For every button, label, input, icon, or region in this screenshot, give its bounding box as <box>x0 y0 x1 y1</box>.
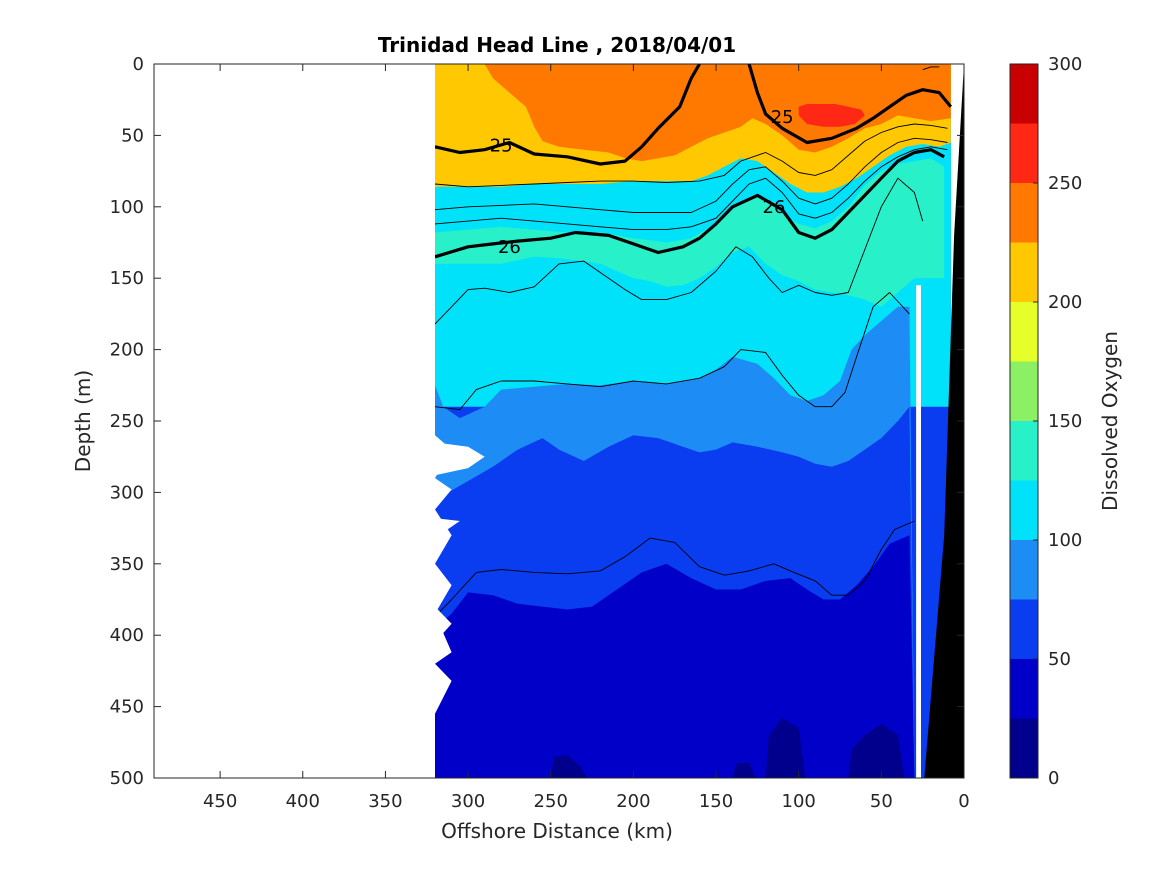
x-tick-label: 200 <box>616 791 650 812</box>
contour-label: 26 <box>498 237 521 258</box>
y-tick-label: 450 <box>110 697 144 718</box>
colorbar-tick-label: 250 <box>1048 173 1082 194</box>
colorbar-swatch <box>1010 599 1038 659</box>
y-tick-label: 200 <box>110 340 144 361</box>
colorbar-swatch <box>1010 302 1038 362</box>
y-tick-label: 300 <box>110 482 144 503</box>
y-tick-label: 150 <box>110 268 144 289</box>
colorbar-swatch <box>1010 64 1038 124</box>
density-contour-26 <box>922 66 940 71</box>
y-tick-label: 250 <box>110 411 144 432</box>
x-tick-label: 400 <box>286 791 320 812</box>
colorbar-swatch <box>1010 718 1038 778</box>
oxygen-band-0-pocket <box>848 723 905 778</box>
x-tick-label: 50 <box>870 791 893 812</box>
x-tick-label: 450 <box>203 791 237 812</box>
density-contour-26-3 <box>434 177 924 325</box>
x-axis-ticks: 450 400 350 300 250 200 150 100 50 0 <box>203 64 970 812</box>
seafloor-wedge <box>924 64 964 778</box>
no-data-region <box>916 285 921 778</box>
x-tick-label: 0 <box>958 791 969 812</box>
density-contour-26-5 <box>434 292 910 411</box>
density-contour-25 <box>747 64 953 145</box>
density-contour-26-7 <box>434 520 915 617</box>
density-contour-25-8 <box>434 146 948 231</box>
colorbar-swatch <box>1010 421 1038 481</box>
y-tick-label: 400 <box>110 625 144 646</box>
oxygen-band-150 <box>435 158 945 307</box>
density-contour-25-5 <box>434 123 948 188</box>
y-axis-ticks: 0 50 100 150 200 250 300 350 400 450 500 <box>110 54 964 789</box>
oxygen-bands <box>435 64 951 778</box>
colorbar-tick-label: 100 <box>1048 530 1082 551</box>
contour-labels: 25 25 26 26 <box>490 107 794 258</box>
x-tick-label: 150 <box>699 791 733 812</box>
colorbar-ticks: 0 50 100 150 200 250 300 <box>1033 54 1082 789</box>
x-tick-label: 350 <box>368 791 402 812</box>
colorbar-label: Dissolved Oxygen <box>1098 331 1122 511</box>
contour-label: 26 <box>762 197 785 218</box>
y-tick-label: 350 <box>110 554 144 575</box>
colorbar-swatch <box>1010 183 1038 243</box>
no-data-region <box>154 64 452 778</box>
plot-area: 25 25 26 26 <box>154 64 964 778</box>
colorbar-tick-label: 150 <box>1048 411 1082 432</box>
density-contour-25-7 <box>434 137 948 213</box>
y-tick-label: 500 <box>110 768 144 789</box>
no-data-region <box>435 518 460 543</box>
no-data-region <box>435 606 452 643</box>
contour-label: 25 <box>490 135 513 156</box>
chart-title: Trinidad Head Line , 2018/04/01 <box>378 33 736 57</box>
colorbar-tick-label: 0 <box>1048 768 1059 789</box>
x-tick-label: 300 <box>451 791 485 812</box>
colorbar-swatch <box>1010 123 1038 183</box>
y-axis-label: Depth (m) <box>71 370 95 472</box>
oxygen-band-0-pocket <box>732 762 756 778</box>
y-tick-label: 0 <box>133 54 144 75</box>
density-contour-26 <box>434 148 945 259</box>
x-tick-label: 100 <box>782 791 816 812</box>
oxygen-band-0-pocket <box>765 718 806 778</box>
colorbar-swatch <box>1010 242 1038 302</box>
x-axis-label: Offshore Distance (km) <box>441 819 673 843</box>
x-tick-label: 250 <box>534 791 568 812</box>
colorbar-tick-label: 200 <box>1048 292 1082 313</box>
contour-label: 25 <box>771 107 794 128</box>
no-data-mask <box>154 64 921 778</box>
density-contour-25 <box>434 64 701 166</box>
no-data-region <box>435 442 485 476</box>
oxygen-band-25 <box>435 535 915 778</box>
y-tick-label: 100 <box>110 197 144 218</box>
oxygen-band-250 <box>798 104 865 127</box>
bathymetry <box>924 64 964 778</box>
colorbar-tick-label: 300 <box>1048 54 1082 75</box>
colorbar-swatch <box>1010 480 1038 540</box>
colorbar <box>1010 64 1038 778</box>
oxygen-band-0-pocket <box>550 755 588 778</box>
density-contours <box>434 64 953 617</box>
colorbar-swatch <box>1010 361 1038 421</box>
y-tick-label: 50 <box>121 125 144 146</box>
colorbar-swatch <box>1010 659 1038 719</box>
colorbar-swatch <box>1010 540 1038 600</box>
colorbar-tick-label: 50 <box>1048 649 1071 670</box>
